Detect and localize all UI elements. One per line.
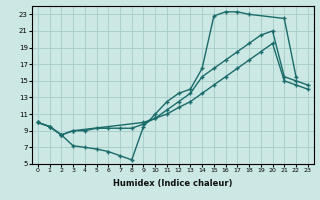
X-axis label: Humidex (Indice chaleur): Humidex (Indice chaleur) bbox=[113, 179, 233, 188]
